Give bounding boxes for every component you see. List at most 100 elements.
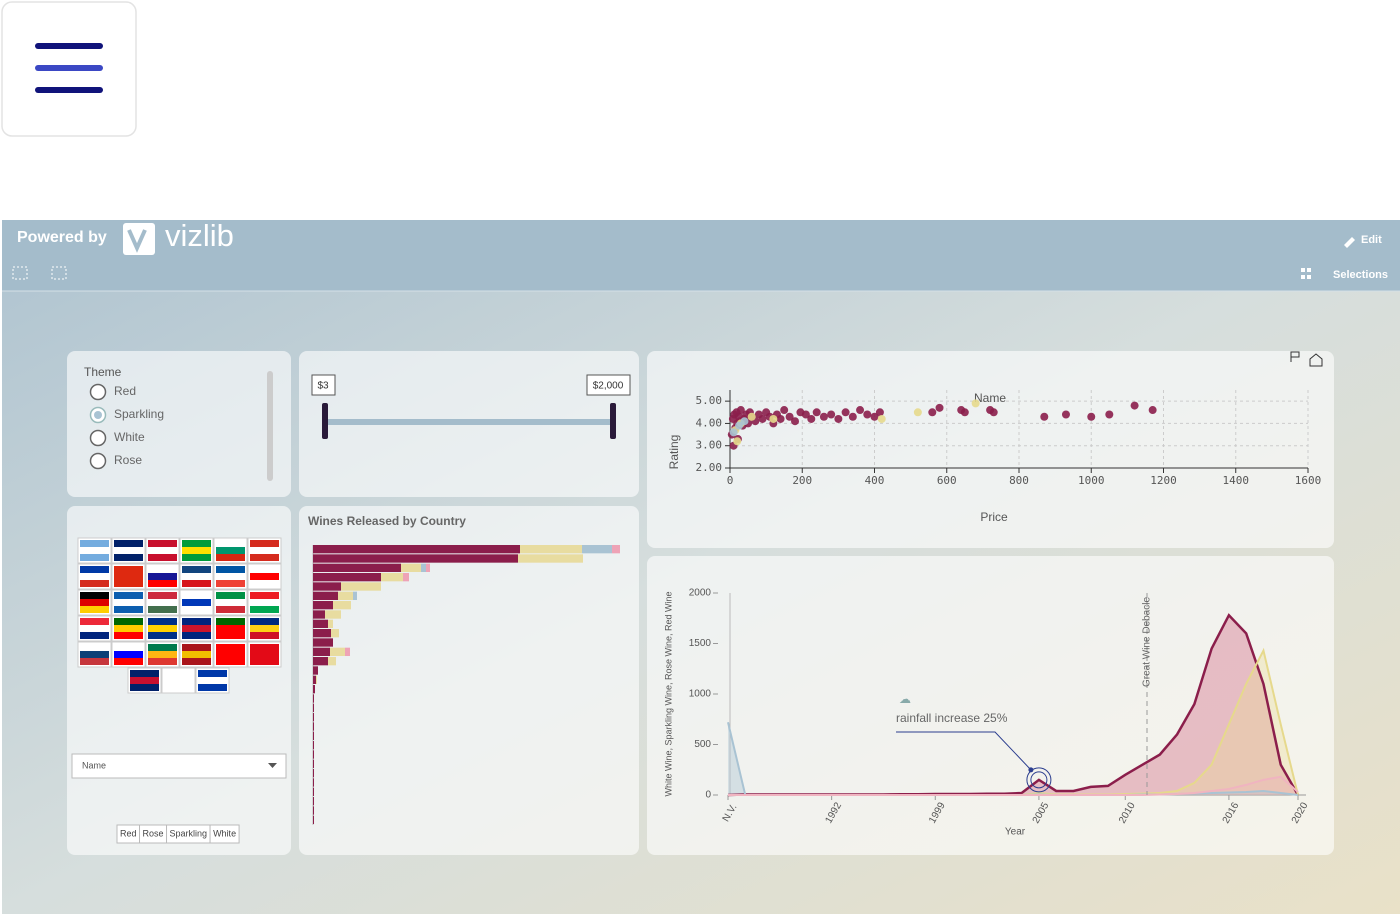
scatter-point[interactable] — [827, 410, 836, 419]
scatter-point[interactable] — [780, 406, 789, 415]
selections-icon[interactable] — [1301, 268, 1311, 279]
bar-segment[interactable] — [313, 703, 314, 712]
scatter-point[interactable] — [928, 408, 937, 417]
filter-button-label[interactable]: Red — [120, 828, 137, 838]
bar-segment[interactable] — [313, 647, 330, 656]
scatter-point[interactable] — [1148, 406, 1157, 415]
bar-segment[interactable] — [313, 815, 314, 824]
selections-button[interactable]: Selections — [1333, 269, 1388, 281]
bar-segment[interactable] — [313, 573, 381, 582]
edit-button[interactable]: Edit — [1361, 234, 1382, 246]
scatter-point[interactable] — [1105, 410, 1114, 419]
zoom-tool[interactable] — [12, 266, 28, 280]
bar-segment[interactable] — [313, 638, 333, 647]
scatter-point[interactable] — [989, 408, 998, 417]
scatter-point[interactable] — [856, 406, 865, 415]
scatter-point[interactable] — [785, 412, 794, 421]
scatter-point[interactable] — [841, 408, 850, 417]
bar-segment[interactable] — [313, 787, 314, 796]
radio-label[interactable]: White — [114, 430, 145, 444]
scatter-point[interactable] — [848, 412, 857, 421]
bar-segment[interactable] — [313, 731, 314, 740]
edit-icon[interactable] — [1344, 237, 1355, 248]
bar-segment[interactable] — [313, 750, 314, 759]
bar-segment[interactable] — [338, 591, 353, 600]
scatter-point[interactable] — [877, 414, 886, 423]
bar-segment[interactable] — [313, 778, 314, 787]
radio-button[interactable] — [89, 383, 107, 401]
home-icon[interactable] — [1309, 353, 1323, 367]
scatter-point[interactable] — [971, 399, 980, 408]
bar-segment[interactable] — [313, 713, 314, 722]
bar-segment[interactable] — [313, 759, 314, 768]
bar-segment[interactable] — [313, 797, 314, 806]
scatter-point[interactable] — [960, 408, 969, 417]
scatter-point[interactable] — [870, 412, 879, 421]
bar-segment[interactable] — [313, 657, 328, 666]
bar-segment[interactable] — [313, 694, 314, 703]
bar-segment[interactable] — [426, 563, 430, 572]
filter-button[interactable] — [209, 824, 240, 844]
scatter-point[interactable] — [1130, 401, 1139, 410]
scatter-point[interactable] — [1087, 412, 1096, 421]
slider-handles[interactable] — [322, 403, 616, 439]
bar-segment[interactable] — [313, 563, 401, 572]
bar-segment[interactable] — [313, 601, 333, 610]
bar-segment[interactable] — [341, 582, 381, 591]
scrollbar[interactable] — [267, 371, 273, 481]
bar-segment[interactable] — [313, 582, 341, 591]
scatter-point[interactable] — [801, 410, 810, 419]
bar-segment[interactable] — [582, 545, 612, 554]
scatter-point[interactable] — [913, 408, 922, 417]
bar-segment[interactable] — [313, 675, 316, 684]
name-dropdown[interactable] — [71, 753, 287, 779]
bar-segment[interactable] — [313, 610, 325, 619]
bar-segment[interactable] — [421, 563, 426, 572]
bar-segment[interactable] — [313, 619, 328, 628]
scatter-point[interactable] — [812, 408, 821, 417]
bar-segment[interactable] — [313, 722, 314, 731]
radio-button[interactable] — [89, 429, 107, 447]
bar-segment[interactable] — [313, 666, 318, 675]
bar-segment[interactable] — [333, 601, 351, 610]
bar-segment[interactable] — [345, 647, 350, 656]
bar-segment[interactable] — [313, 685, 315, 694]
bar-segment[interactable] — [330, 647, 345, 656]
bar-segment[interactable] — [401, 563, 421, 572]
scatter-point[interactable] — [740, 417, 749, 426]
filter-button-label[interactable]: Rose — [143, 828, 164, 838]
bar-segment[interactable] — [403, 573, 409, 582]
scatter-point[interactable] — [747, 412, 756, 421]
filter-button-label[interactable]: White — [213, 828, 236, 838]
scatter-point[interactable] — [819, 412, 828, 421]
bar-segment[interactable] — [313, 769, 314, 778]
bar-segment[interactable] — [520, 545, 582, 554]
scatter-point[interactable] — [776, 414, 785, 423]
scatter-point[interactable] — [736, 406, 745, 415]
bar-segment[interactable] — [381, 573, 403, 582]
flag-icon[interactable] — [1290, 351, 1300, 362]
bar-segment[interactable] — [316, 675, 317, 684]
scatter-point[interactable] — [733, 437, 742, 446]
dropdown-arrow[interactable] — [268, 763, 277, 768]
bar-segment[interactable] — [612, 545, 620, 554]
bar-segment[interactable] — [353, 591, 357, 600]
scatter-point[interactable] — [1061, 410, 1070, 419]
bar-segment[interactable] — [313, 806, 314, 815]
scatter-point[interactable] — [758, 414, 767, 423]
scatter-point[interactable] — [729, 428, 738, 437]
radio-button[interactable] — [89, 452, 107, 470]
radio-label[interactable]: Sparkling — [114, 407, 164, 421]
filter-button-label[interactable]: Sparkling — [170, 828, 208, 838]
bar-segment[interactable] — [325, 610, 341, 619]
scatter-point[interactable] — [807, 414, 816, 423]
menu-button[interactable] — [1, 1, 137, 137]
scatter-point[interactable] — [735, 421, 744, 430]
bar-segment[interactable] — [313, 741, 314, 750]
bar-segment[interactable] — [313, 545, 520, 554]
scatter-point[interactable] — [769, 414, 778, 423]
scatter-point[interactable] — [1040, 412, 1049, 421]
scatter-point[interactable] — [875, 408, 884, 417]
scatter-point[interactable] — [863, 410, 872, 419]
bar-segment[interactable] — [331, 629, 339, 638]
